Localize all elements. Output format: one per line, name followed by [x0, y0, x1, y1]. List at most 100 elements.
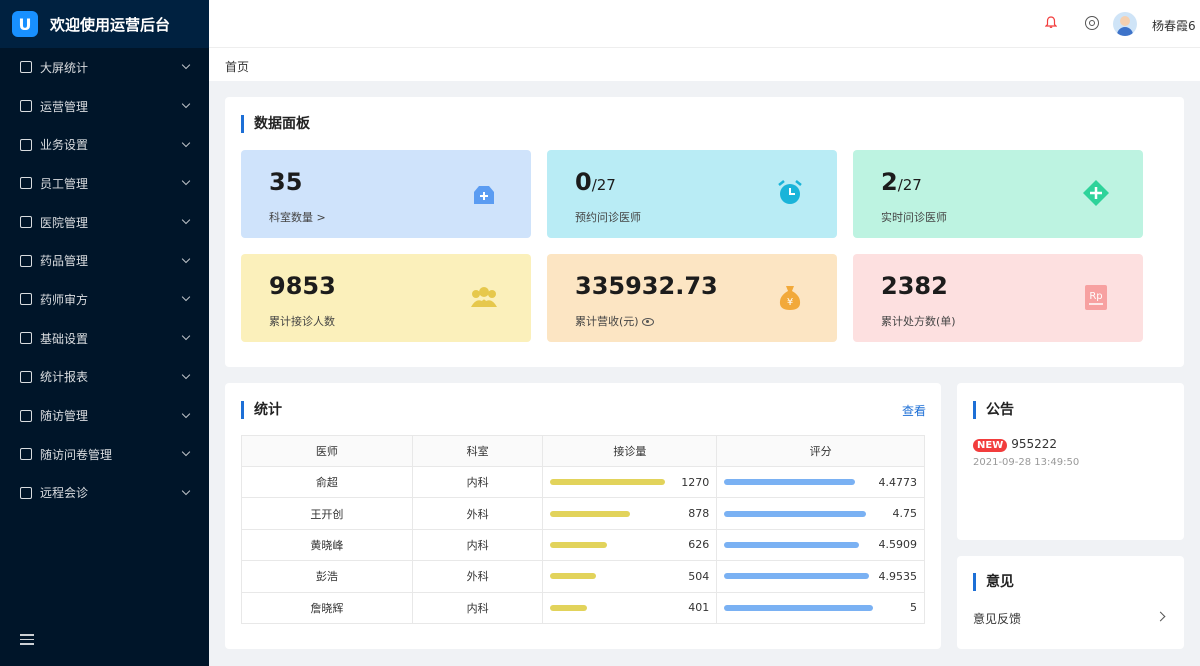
score-bar: [724, 541, 859, 548]
visits-cell: 401: [542, 591, 718, 624]
table-row[interactable]: 俞超 内科 1270 4.4773: [241, 465, 925, 499]
notice-title: 公告: [973, 401, 1014, 419]
visits-cell: 878: [542, 497, 718, 530]
table-row[interactable]: 黄晓峰 内科 626 4.5909: [241, 528, 925, 562]
stat-card-2[interactable]: 2/27 实时问诊医师: [853, 150, 1143, 238]
menu-icon: [20, 332, 32, 345]
sidebar-item-4[interactable]: 医院管理: [0, 203, 209, 242]
sidebar-item-label: 医院管理: [40, 215, 89, 230]
score-bar: [724, 510, 866, 517]
visits-value: 1270: [681, 475, 710, 489]
menu-icon: [20, 100, 32, 113]
username[interactable]: 杨春霞6: [1152, 19, 1196, 33]
stat-suffix: /27: [591, 176, 616, 194]
table-row[interactable]: 詹晓辉 内科 401 5: [241, 591, 925, 624]
feedback-title: 意见: [973, 573, 1014, 591]
menu-icon: [20, 177, 32, 190]
doctor-cell: 彭浩: [241, 560, 413, 593]
stats-panel: 统计 查看 医师 科室 接诊量 评分 俞超 内科 1270 4.4773 王开创 外科 878 4.…: [225, 383, 941, 649]
column-header: 评分: [716, 435, 925, 467]
visits-bar: [550, 510, 630, 517]
column-header: 医师: [241, 435, 413, 467]
stat-label: 累计处方数(单): [881, 315, 956, 328]
sidebar-item-7[interactable]: 基础设置: [0, 319, 209, 358]
menu-icon: [20, 293, 32, 306]
doctor-cell: 黄晓峰: [241, 528, 413, 562]
column-header: 科室: [411, 435, 544, 467]
stat-label: 预约问诊医师: [575, 211, 641, 224]
stat-card-5[interactable]: 2382 累计处方数(单) Rp: [853, 254, 1143, 342]
money-bag-icon: ¥: [775, 282, 805, 312]
stat-value: 2382: [881, 272, 948, 300]
sidebar-item-10[interactable]: 随访问卷管理: [0, 435, 209, 474]
stat-suffix: /27: [897, 176, 922, 194]
doctor-cell: 王开创: [241, 497, 413, 530]
visits-bar: [550, 604, 587, 611]
sidebar-item-5[interactable]: 药品管理: [0, 241, 209, 280]
stat-card-3[interactable]: 9853 累计接诊人数: [241, 254, 531, 342]
score-cell: 4.5909: [716, 528, 925, 562]
feedback-item[interactable]: 意见反馈: [973, 610, 1168, 626]
chevron-down-icon: [181, 331, 191, 341]
visits-value: 401: [688, 601, 710, 615]
stat-label: 科室数量 >: [269, 211, 326, 224]
svg-text:¥: ¥: [787, 297, 793, 308]
people-group-icon: [469, 282, 499, 312]
stat-card-1[interactable]: 0/27 预约问诊医师: [547, 150, 837, 238]
avatar[interactable]: [1113, 12, 1137, 36]
menu-icon: [20, 61, 32, 74]
stat-card-0[interactable]: 35 科室数量 >: [241, 150, 531, 238]
breadcrumb-home[interactable]: 首页: [225, 60, 250, 74]
sidebar-item-0[interactable]: 大屏统计: [0, 48, 209, 87]
sidebar-item-1[interactable]: 运营管理: [0, 87, 209, 126]
dashboard-title: 数据面板: [241, 115, 310, 133]
stat-value: 0/27: [575, 168, 616, 196]
chevron-down-icon: [181, 370, 191, 380]
sidebar-item-8[interactable]: 统计报表: [0, 358, 209, 397]
sidebar-item-label: 随访问卷管理: [40, 447, 113, 462]
menu-icon: [20, 370, 32, 383]
view-link[interactable]: 查看: [902, 404, 927, 418]
sidebar-item-11[interactable]: 远程会诊: [0, 474, 209, 513]
alarm-clock-icon: [775, 178, 805, 208]
sidebar-item-2[interactable]: 业务设置: [0, 125, 209, 164]
eye-icon[interactable]: [642, 318, 655, 326]
score-value: 4.9535: [878, 569, 918, 583]
notice-time: 2021-09-28 13:49:50: [973, 457, 1080, 468]
menu-icon: [20, 254, 32, 267]
score-bar: [724, 604, 873, 611]
score-value: 4.75: [892, 507, 918, 521]
chevron-down-icon: [181, 293, 191, 302]
score-cell: 5: [716, 591, 925, 624]
collapse-menu-icon[interactable]: [20, 634, 34, 646]
sidebar-item-9[interactable]: 随访管理: [0, 396, 209, 435]
chevron-down-icon: [181, 99, 191, 109]
menu-icon: [20, 138, 32, 151]
visits-cell: 626: [542, 528, 718, 562]
sidebar-menu: 大屏统计运营管理业务设置员工管理医院管理药品管理 药师审方 基础设置 统计报表随访管理…: [0, 48, 209, 512]
score-bar: [724, 573, 870, 580]
score-value: 4.4773: [878, 475, 918, 489]
stat-card-4[interactable]: 335932.73 累计营收(元) ¥: [547, 254, 837, 342]
sidebar-item-label: 远程会诊: [40, 486, 89, 501]
notice-panel: 公告 NEW 955222 2021-09-28 13:49:50: [957, 383, 1184, 540]
visits-value: 504: [688, 569, 710, 583]
visits-cell: 504: [542, 560, 718, 593]
settings-gear-icon[interactable]: [1085, 16, 1099, 30]
table-row[interactable]: 王开创 外科 878 4.75: [241, 497, 925, 530]
dept-cell: 外科: [411, 497, 544, 530]
dept-cell: 外科: [411, 560, 544, 593]
notice-item[interactable]: NEW 955222: [973, 437, 1057, 452]
stat-value: 9853: [269, 272, 336, 300]
bell-icon[interactable]: [1045, 16, 1057, 29]
sidebar-item-6[interactable]: 药师审方: [0, 280, 209, 319]
score-cell: 4.4773: [716, 465, 925, 499]
table-row[interactable]: 彭浩 外科 504 4.9535: [241, 560, 925, 593]
stats-title: 统计: [241, 401, 282, 419]
sidebar-item-3[interactable]: 员工管理: [0, 164, 209, 203]
sidebar-item-label: 业务设置: [40, 138, 89, 153]
sidebar-item-label: 大屏统计: [40, 60, 89, 75]
app-title: 欢迎使用运营后台: [50, 15, 171, 34]
chevron-down-icon: [181, 215, 191, 225]
sidebar-item-label: 随访管理: [40, 409, 89, 424]
